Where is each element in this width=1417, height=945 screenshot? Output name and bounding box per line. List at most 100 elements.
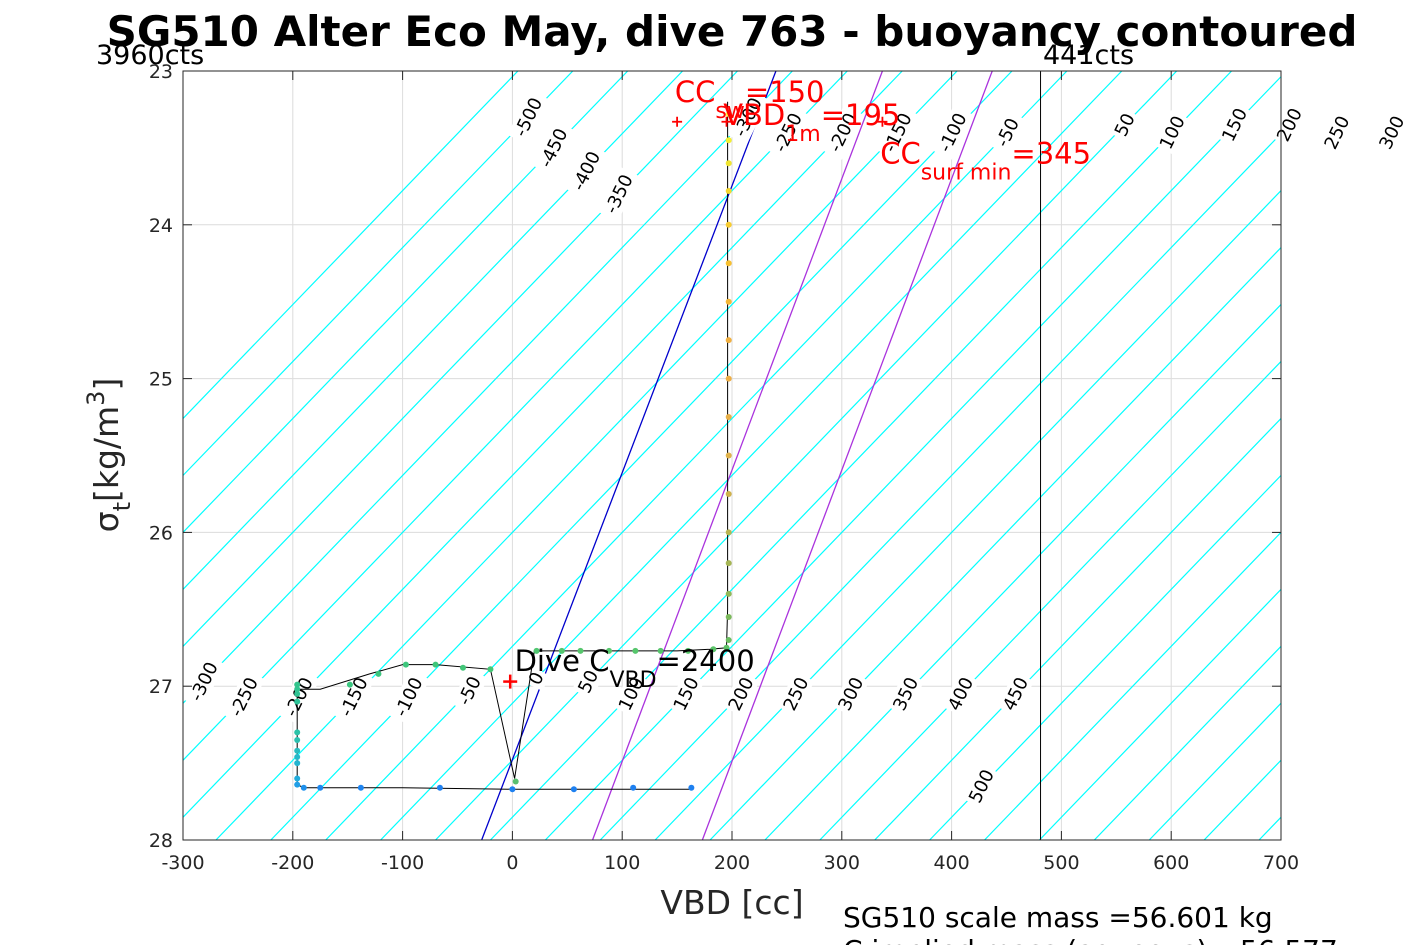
contour-line — [544, 75, 1281, 840]
contour-label-bg — [572, 664, 605, 699]
highlight-line — [481, 71, 777, 840]
contour-label-bg — [963, 763, 1000, 809]
contour-label-bg — [1373, 110, 1411, 155]
profile-point — [725, 414, 732, 421]
contour-label-bg — [667, 671, 705, 717]
chart-title: SG510 Alter Eco May, dive 763 - buoyancy… — [107, 7, 1358, 56]
y-axis-label-sigma: σ — [87, 511, 126, 532]
y-tick-label: 27 — [149, 676, 173, 698]
profile-point — [725, 613, 732, 620]
contour-line — [435, 71, 1178, 840]
x-tick-label: 100 — [604, 852, 640, 874]
contour-label-bg — [1216, 102, 1254, 148]
footer-scale-mass: SG510 scale mass =56.601 kg — [843, 901, 1273, 934]
profile-point — [725, 111, 732, 118]
contour-label-bg — [507, 89, 550, 145]
profile-point — [725, 160, 732, 167]
profile-point — [723, 644, 730, 651]
footer-implied-mass: C implied mass (aqueous) =56.577 — [843, 934, 1338, 945]
y-tick-label: 26 — [149, 522, 173, 544]
contour-line — [1093, 645, 1281, 840]
vbd-1m-marker — [721, 116, 732, 127]
profile-point — [630, 784, 637, 791]
y-axis-ticks: 23 24 25 26 27 28 — [149, 61, 1281, 852]
profile-point — [294, 681, 301, 688]
profile-point — [725, 375, 732, 382]
contour-label-bg — [767, 105, 809, 160]
contour-line — [709, 246, 1281, 840]
y-axis-label-units: [kg/m — [87, 406, 126, 502]
top-right-counts-label: 441cts — [1043, 40, 1134, 71]
contour-line — [984, 531, 1281, 840]
profile-point — [570, 786, 577, 793]
contour-line — [874, 417, 1281, 840]
contour-line — [380, 71, 1123, 840]
x-axis-ticks: -300 -200 -100 0 100 200 300 400 500 600 700 — [161, 71, 1299, 874]
contour-label-bg — [565, 143, 608, 199]
contour-label-bg — [1153, 110, 1191, 155]
highlight-line — [701, 71, 993, 840]
profile-point — [294, 747, 301, 754]
profile-point — [459, 664, 466, 671]
highlight-line — [591, 71, 884, 840]
contour-label-bg — [1318, 110, 1356, 155]
contour-label-bg — [887, 671, 925, 717]
profile-point — [685, 647, 692, 654]
cc-sw-marker — [672, 116, 683, 127]
profile-point — [577, 647, 584, 654]
top-left-counts-label: 3960cts — [96, 40, 204, 71]
contour-label-bg — [278, 669, 320, 725]
cc-surf-marker — [877, 116, 888, 127]
profile-point — [725, 298, 732, 305]
contour-label-bg — [451, 668, 488, 714]
profile-point — [346, 681, 353, 688]
contour-line — [929, 474, 1281, 840]
contour-line — [764, 303, 1281, 840]
contour-label-bg — [997, 671, 1034, 717]
y-tick-label: 23 — [149, 61, 173, 83]
dive-profile — [294, 101, 732, 793]
contour-label-bg — [522, 666, 550, 691]
x-tick-label: -100 — [381, 852, 424, 874]
profile-point — [487, 666, 494, 673]
profile-point — [725, 187, 732, 194]
profile-point — [725, 637, 732, 644]
profile-point — [725, 529, 732, 536]
y-axis-label-sup: 3 — [82, 391, 110, 406]
profile-point — [725, 221, 732, 228]
x-tick-label: 300 — [824, 852, 860, 874]
contour-line — [1039, 588, 1281, 840]
contour-label-bg — [777, 671, 815, 717]
profile-point — [294, 729, 301, 736]
contour-label-bg — [612, 671, 650, 717]
profile-point — [294, 781, 301, 788]
contour-label-bg — [832, 671, 870, 717]
contour-line — [654, 189, 1281, 840]
profile-point — [294, 737, 301, 744]
contour-label-bg — [1108, 107, 1141, 143]
y-axis-label-close: ] — [87, 378, 126, 391]
contour-label-bg — [532, 120, 575, 176]
profile-point — [294, 753, 301, 760]
contour-label-bg — [223, 669, 265, 725]
profile-point — [533, 647, 540, 654]
y-tick-label: 25 — [149, 369, 173, 391]
profile-point — [606, 647, 613, 654]
profile-point — [725, 560, 732, 567]
y-axis-label-sub: t — [108, 502, 136, 511]
contour-label-bg — [931, 105, 974, 160]
profile-point — [512, 778, 519, 785]
x-tick-label: -200 — [271, 852, 314, 874]
contour-line — [183, 71, 793, 705]
markers — [503, 116, 888, 689]
profile-point — [509, 786, 516, 793]
x-tick-label: 200 — [714, 852, 750, 874]
profile-point — [657, 647, 664, 654]
contour-label-bg — [598, 166, 640, 222]
x-tick-label: 500 — [1043, 852, 1079, 874]
profile-point — [294, 686, 301, 693]
contour-line — [183, 71, 629, 534]
